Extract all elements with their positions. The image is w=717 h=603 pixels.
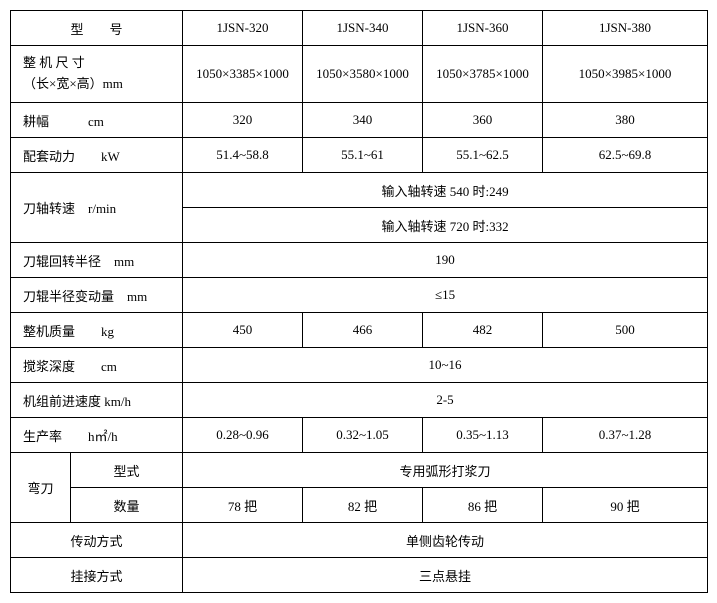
- blade-qty-row: 数量 78 把 82 把 86 把 90 把: [11, 488, 708, 523]
- shaft-speed-720: 输入轴转速 720 时:332: [183, 208, 708, 243]
- shaft-speed-row-1: 刀轴转速 r/min 输入轴转速 540 时:249: [11, 173, 708, 208]
- prod-4: 0.37~1.28: [543, 418, 708, 453]
- dim-3: 1050×3785×1000: [423, 46, 543, 103]
- dim-2: 1050×3580×1000: [303, 46, 423, 103]
- blade-type-val: 专用弧形打浆刀: [183, 453, 708, 488]
- depth-label: 搅浆深度 cm: [11, 348, 183, 383]
- width-row: 耕幅 cm 320 340 360 380: [11, 103, 708, 138]
- hitch-row: 挂接方式 三点悬挂: [11, 558, 708, 593]
- dimensions-label: 整 机 尺 寸 （长×宽×高）mm: [11, 46, 183, 103]
- prod-1: 0.28~0.96: [183, 418, 303, 453]
- drive-val: 单侧齿轮传动: [183, 523, 708, 558]
- model-label: 型 号: [11, 11, 183, 46]
- width-4: 380: [543, 103, 708, 138]
- dim-4: 1050×3985×1000: [543, 46, 708, 103]
- model-3: 1JSN-360: [423, 11, 543, 46]
- variation-row: 刀辊半径变动量 mm ≤15: [11, 278, 708, 313]
- blade-type-row: 弯刀 型式 专用弧形打浆刀: [11, 453, 708, 488]
- power-label: 配套动力 kW: [11, 138, 183, 173]
- width-label: 耕幅 cm: [11, 103, 183, 138]
- forward-val: 2-5: [183, 383, 708, 418]
- blade-q3: 86 把: [423, 488, 543, 523]
- model-1: 1JSN-320: [183, 11, 303, 46]
- hitch-label: 挂接方式: [11, 558, 183, 593]
- power-4: 62.5~69.8: [543, 138, 708, 173]
- shaft-speed-540: 输入轴转速 540 时:249: [183, 173, 708, 208]
- radius-row: 刀辊回转半径 mm 190: [11, 243, 708, 278]
- mass-1: 450: [183, 313, 303, 348]
- radius-label: 刀辊回转半径 mm: [11, 243, 183, 278]
- blade-q2: 82 把: [303, 488, 423, 523]
- drive-label: 传动方式: [11, 523, 183, 558]
- spec-table: 型 号 1JSN-320 1JSN-340 1JSN-360 1JSN-380 …: [10, 10, 708, 593]
- width-2: 340: [303, 103, 423, 138]
- prod-3: 0.35~1.13: [423, 418, 543, 453]
- forward-label: 机组前进速度 km/h: [11, 383, 183, 418]
- blade-qty-label: 数量: [71, 488, 183, 523]
- dim-label-l1: 整 机 尺 寸: [23, 55, 85, 70]
- dimensions-row: 整 机 尺 寸 （长×宽×高）mm 1050×3385×1000 1050×35…: [11, 46, 708, 103]
- mass-3: 482: [423, 313, 543, 348]
- productivity-row: 生产率 h㎡/h 0.28~0.96 0.32~1.05 0.35~1.13 0…: [11, 418, 708, 453]
- power-3: 55.1~62.5: [423, 138, 543, 173]
- depth-row: 搅浆深度 cm 10~16: [11, 348, 708, 383]
- width-1: 320: [183, 103, 303, 138]
- blade-q4: 90 把: [543, 488, 708, 523]
- forward-row: 机组前进速度 km/h 2-5: [11, 383, 708, 418]
- blade-q1: 78 把: [183, 488, 303, 523]
- prod-2: 0.32~1.05: [303, 418, 423, 453]
- mass-label: 整机质量 kg: [11, 313, 183, 348]
- power-1: 51.4~58.8: [183, 138, 303, 173]
- blade-group-label: 弯刀: [11, 453, 71, 523]
- shaft-speed-label: 刀轴转速 r/min: [11, 173, 183, 243]
- dim-1: 1050×3385×1000: [183, 46, 303, 103]
- productivity-label: 生产率 h㎡/h: [11, 418, 183, 453]
- mass-row: 整机质量 kg 450 466 482 500: [11, 313, 708, 348]
- model-2: 1JSN-340: [303, 11, 423, 46]
- drive-row: 传动方式 单侧齿轮传动: [11, 523, 708, 558]
- hitch-val: 三点悬挂: [183, 558, 708, 593]
- power-row: 配套动力 kW 51.4~58.8 55.1~61 55.1~62.5 62.5…: [11, 138, 708, 173]
- width-3: 360: [423, 103, 543, 138]
- model-4: 1JSN-380: [543, 11, 708, 46]
- header-row: 型 号 1JSN-320 1JSN-340 1JSN-360 1JSN-380: [11, 11, 708, 46]
- radius-val: 190: [183, 243, 708, 278]
- mass-2: 466: [303, 313, 423, 348]
- dim-label-l2: （长×宽×高）mm: [23, 76, 123, 91]
- depth-val: 10~16: [183, 348, 708, 383]
- blade-type-label: 型式: [71, 453, 183, 488]
- mass-4: 500: [543, 313, 708, 348]
- variation-label: 刀辊半径变动量 mm: [11, 278, 183, 313]
- power-2: 55.1~61: [303, 138, 423, 173]
- variation-val: ≤15: [183, 278, 708, 313]
